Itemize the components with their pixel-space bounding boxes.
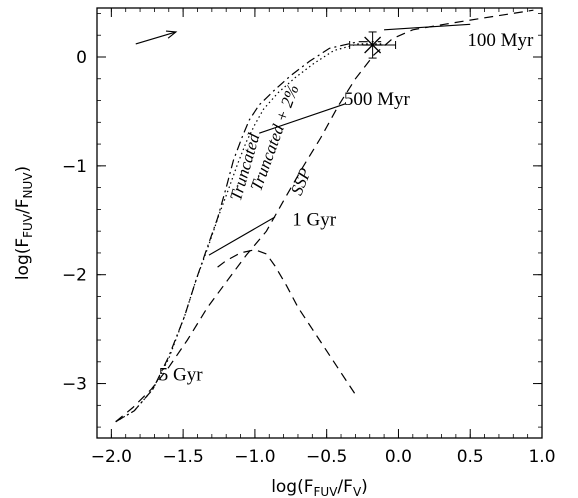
axis-layer: −2.0 −1.5 −1.0 −0.5 0.0 0.5 1.0 0 −1 −2 −3 [62,7,556,467]
annotation-label: 500 Myr [344,89,411,110]
arrow-head [165,30,178,39]
series-line-2 [115,43,382,423]
x-tick-label: −0.5 [306,447,347,467]
y-tick-label: −2 [62,266,87,286]
x-tick-label: −1.0 [234,447,275,467]
x-tick-label: 0.0 [385,447,412,467]
x-tick-label: −2.0 [91,447,132,467]
plot-frame [96,7,543,439]
series-line-1 [115,41,382,423]
annotation-label: 100 Myr [467,30,534,51]
x-tick-label: −1.5 [162,447,203,467]
x-tick-label: 1.0 [528,447,555,467]
annotation-label: 1 Gyr [292,210,336,231]
series-line-3 [217,249,356,395]
y-tick-label: 0 [76,48,87,68]
isochrone-line-2 [208,216,276,256]
x-axis-label: log(FFUV/FV) [271,477,368,498]
isochrone-line-1 [259,103,346,134]
y-tick-label: −1 [62,157,87,177]
annotation-label: 5 Gyr [159,364,203,385]
x-tick-label: 0.5 [457,447,484,467]
y-tick-label: −3 [62,375,87,395]
arrow-shaft [135,31,177,45]
series-layer [115,9,534,423]
isochrone-layer [208,23,471,256]
series-line-0 [115,9,534,423]
data-point-layer [135,30,397,59]
y-axis-label: log(FFUV/FNUV) [13,166,35,280]
isochrone-line-0 [384,23,471,31]
